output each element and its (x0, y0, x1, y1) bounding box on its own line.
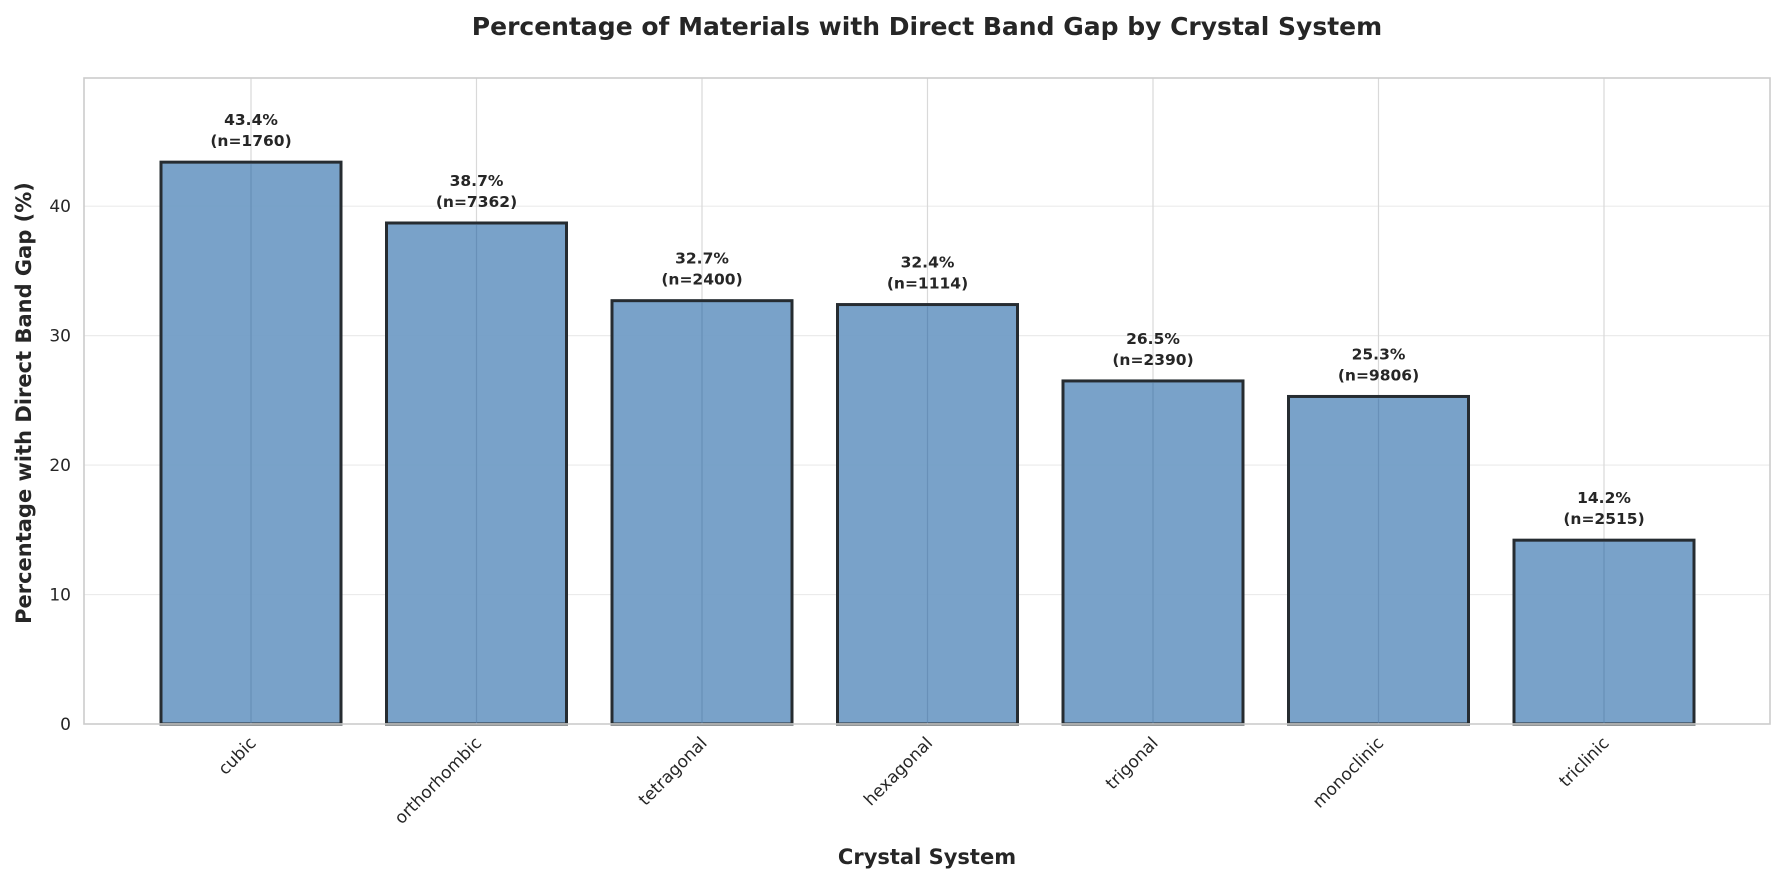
y-tick-labels: 0 10 20 30 40 (49, 197, 71, 735)
count-label: (n=9806) (1338, 366, 1419, 384)
plot-frame (83, 77, 1771, 725)
x-tick-label-tetragonal: tetragonal (635, 733, 712, 810)
count-label: (n=1760) (210, 132, 291, 150)
count-label: (n=2400) (661, 271, 742, 289)
value-label: 32.7% (675, 250, 729, 268)
data-labels: 43.4% (n=1760) 38.7% (n=7362) 32.7% (n=2400) 3… (210, 111, 1644, 528)
value-label: 14.2% (1577, 489, 1631, 507)
y-tick-label: 30 (49, 327, 71, 347)
x-axis-label: Crystal System (838, 845, 1016, 869)
y-tick-label: 10 (49, 586, 71, 606)
x-tick-label-cubic: cubic (215, 733, 261, 779)
value-label: 26.5% (1126, 330, 1180, 348)
y-tick-label: 0 (60, 715, 71, 735)
x-tick-label-triclinic: triclinic (1556, 733, 1614, 791)
x-tick-label-monoclinic: monoclinic (1309, 733, 1388, 812)
count-label: (n=7362) (436, 193, 517, 211)
y-axis-label: Percentage with Direct Band Gap (%) (12, 182, 36, 624)
bars (159, 160, 1696, 726)
x-tick-label-hexagonal: hexagonal (860, 733, 937, 810)
y-tick-label: 20 (49, 456, 71, 476)
x-tick-label-orthorhombic: orthorhombic (391, 733, 486, 828)
value-label: 25.3% (1352, 345, 1406, 363)
y-tick-label: 40 (49, 197, 71, 217)
count-label: (n=2515) (1563, 510, 1644, 528)
count-label: (n=1114) (887, 275, 968, 293)
x-tick-label-trigonal: trigonal (1102, 733, 1162, 793)
value-label: 32.4% (901, 254, 955, 272)
x-tick-labels: cubic orthorhombic tetragonal hexagonal trig… (215, 733, 1614, 828)
value-label: 43.4% (224, 111, 278, 129)
value-label: 38.7% (450, 172, 504, 190)
count-label: (n=2390) (1112, 351, 1193, 369)
chart-title: Percentage of Materials with Direct Band… (472, 12, 1382, 41)
